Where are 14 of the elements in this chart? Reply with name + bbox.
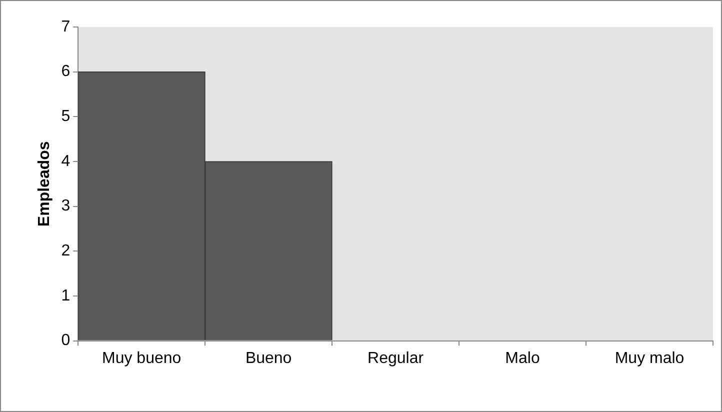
y-tick-label: 6 <box>61 63 70 80</box>
y-tick-label: 4 <box>61 152 70 170</box>
y-tick-label: 3 <box>61 198 70 215</box>
y-tick-label: 2 <box>61 242 70 260</box>
y-tick-label: 7 <box>61 18 70 36</box>
x-tick-label: Muy bueno <box>102 350 182 367</box>
y-tick-label: 1 <box>61 287 70 304</box>
y-tick-label: 5 <box>61 108 70 126</box>
x-tick-label: Malo <box>505 350 540 367</box>
y-tick-label: 0 <box>61 332 70 350</box>
x-tick-label: Bueno <box>245 350 292 367</box>
x-tick-label: Regular <box>368 350 424 367</box>
y-axis-title: Empleados <box>36 141 54 227</box>
x-tick-label: Muy malo <box>614 350 684 367</box>
